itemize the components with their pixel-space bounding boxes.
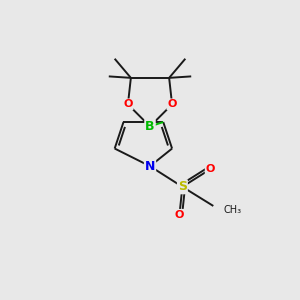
Text: S: S — [178, 180, 187, 193]
Text: N: N — [145, 160, 155, 173]
Text: CH₃: CH₃ — [224, 206, 242, 215]
Text: O: O — [123, 99, 133, 110]
Text: B: B — [145, 120, 155, 133]
Text: O: O — [175, 210, 184, 220]
Text: O: O — [167, 99, 177, 110]
Text: O: O — [206, 164, 215, 174]
